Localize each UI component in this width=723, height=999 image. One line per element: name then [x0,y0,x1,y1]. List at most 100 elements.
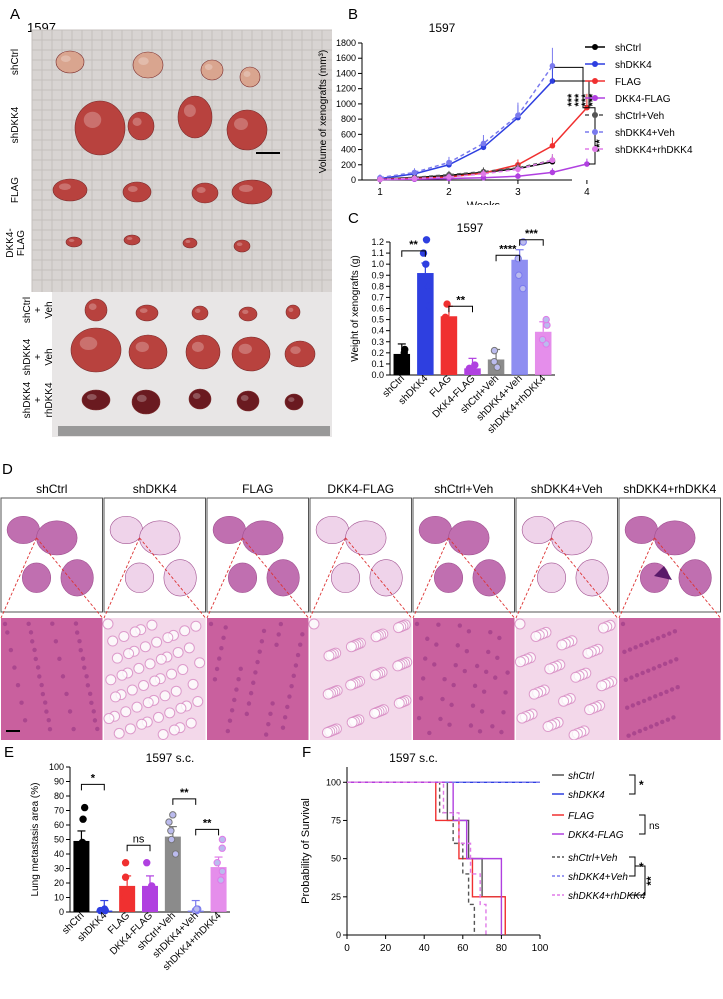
x-tick-label: 3 [515,187,521,198]
tumor [240,67,260,87]
histology-texture [29,630,33,634]
histology-texture [469,723,473,727]
panel-d-histology: shCtrl shDKK4 FLAG DKK4-FLAG shCtrl+Veh shDKK… [0,478,723,740]
histology-texture [153,712,163,722]
data-point [550,157,556,163]
sig-label: ** [644,876,658,886]
histology-texture [545,664,555,674]
tumor-highlight [140,308,148,313]
data-point [423,237,429,243]
data-point [481,171,487,177]
histology-texture [671,715,675,719]
histology-texture [454,663,458,667]
histology-texture [147,620,157,630]
tumor-highlight [185,240,190,243]
panel-b-chart: 15970200400600800100012001400160018001 2 3… [310,10,723,205]
histology-texture [228,719,232,723]
data-point [219,836,225,842]
tumor [82,390,110,410]
data-point [550,143,556,149]
histology-texture [251,681,255,685]
histology-texture [475,664,479,668]
histology-texture [169,725,179,735]
lung-lobe [243,521,284,555]
legend-label: shCtrl [568,771,595,782]
y-tick-label: 1.2 [371,237,384,247]
histology-texture [626,733,630,737]
y-tick-label: 200 [341,160,356,170]
histology-label: FLAG [242,482,273,496]
histology-texture [499,730,503,734]
tumor [192,183,218,203]
histology-texture [270,701,274,705]
y-tick-label: 0.4 [371,326,384,336]
x-tick-label: 40 [419,943,431,954]
chart-b-title: 1597 [429,21,456,35]
histology-texture [112,653,122,663]
sig-label: ** [409,239,418,251]
data-point [166,819,172,825]
data-point [194,906,200,912]
data-point [401,356,407,362]
data-point [550,63,556,69]
histology-texture [670,687,674,691]
data-point [449,330,455,336]
tumor-highlight [127,237,133,240]
data-point [515,113,521,119]
tumor [71,328,121,372]
histology-texture [625,706,629,710]
legend-label: shCtrl+Veh [615,111,664,122]
histology-texture [103,619,113,629]
tumor [286,305,300,319]
legend-marker [592,78,598,84]
tumor [285,394,303,410]
histology-texture [57,657,61,661]
histology-texture [649,724,653,728]
histology-texture [660,720,664,724]
histology-texture [442,677,446,681]
histology-zoom [619,618,721,740]
histology-texture [661,634,665,638]
histology-texture [465,649,469,653]
histology-texture [583,648,593,658]
histology-texture [127,685,137,695]
tumor-highlight [137,395,147,402]
histology-texture [50,622,54,626]
data-point [491,359,497,365]
sig-label: * [639,778,644,792]
histology-texture [156,654,166,664]
y-tick-label: 0.1 [371,359,384,369]
histology-texture [415,622,419,626]
histology-texture [9,648,13,652]
y-tick-label: 0.9 [371,270,384,280]
histology-texture [629,675,633,679]
histology-texture [104,714,114,724]
series-line [380,162,552,179]
data-point [472,362,478,368]
histology-texture [463,669,467,673]
histology-texture [221,636,225,640]
data-point [214,860,220,866]
histology-texture [559,696,569,706]
histology-label: DKK4-FLAG [327,482,394,496]
legend-label: shDKK4+rhDKK4 [568,891,646,902]
histology-texture [285,705,289,709]
histology-texture [569,730,579,740]
histology-texture [16,683,20,687]
y-tick-label: 90 [54,777,64,787]
survival-curve [347,782,474,935]
data-point [144,860,150,866]
tumor-highlight [237,242,243,246]
lung-lobe [37,521,78,555]
histology-texture [346,642,356,652]
data-point [543,316,549,322]
histology-label: shDKK4+rhDKK4 [623,482,716,496]
lung-lobe [346,521,387,555]
histology-texture [47,718,51,722]
histology-texture [180,626,190,636]
y-tick-label: 70 [54,806,64,816]
lung-lobe [679,560,711,596]
histology-texture [255,660,259,664]
data-point [148,883,154,889]
lung-lobe [164,560,196,596]
